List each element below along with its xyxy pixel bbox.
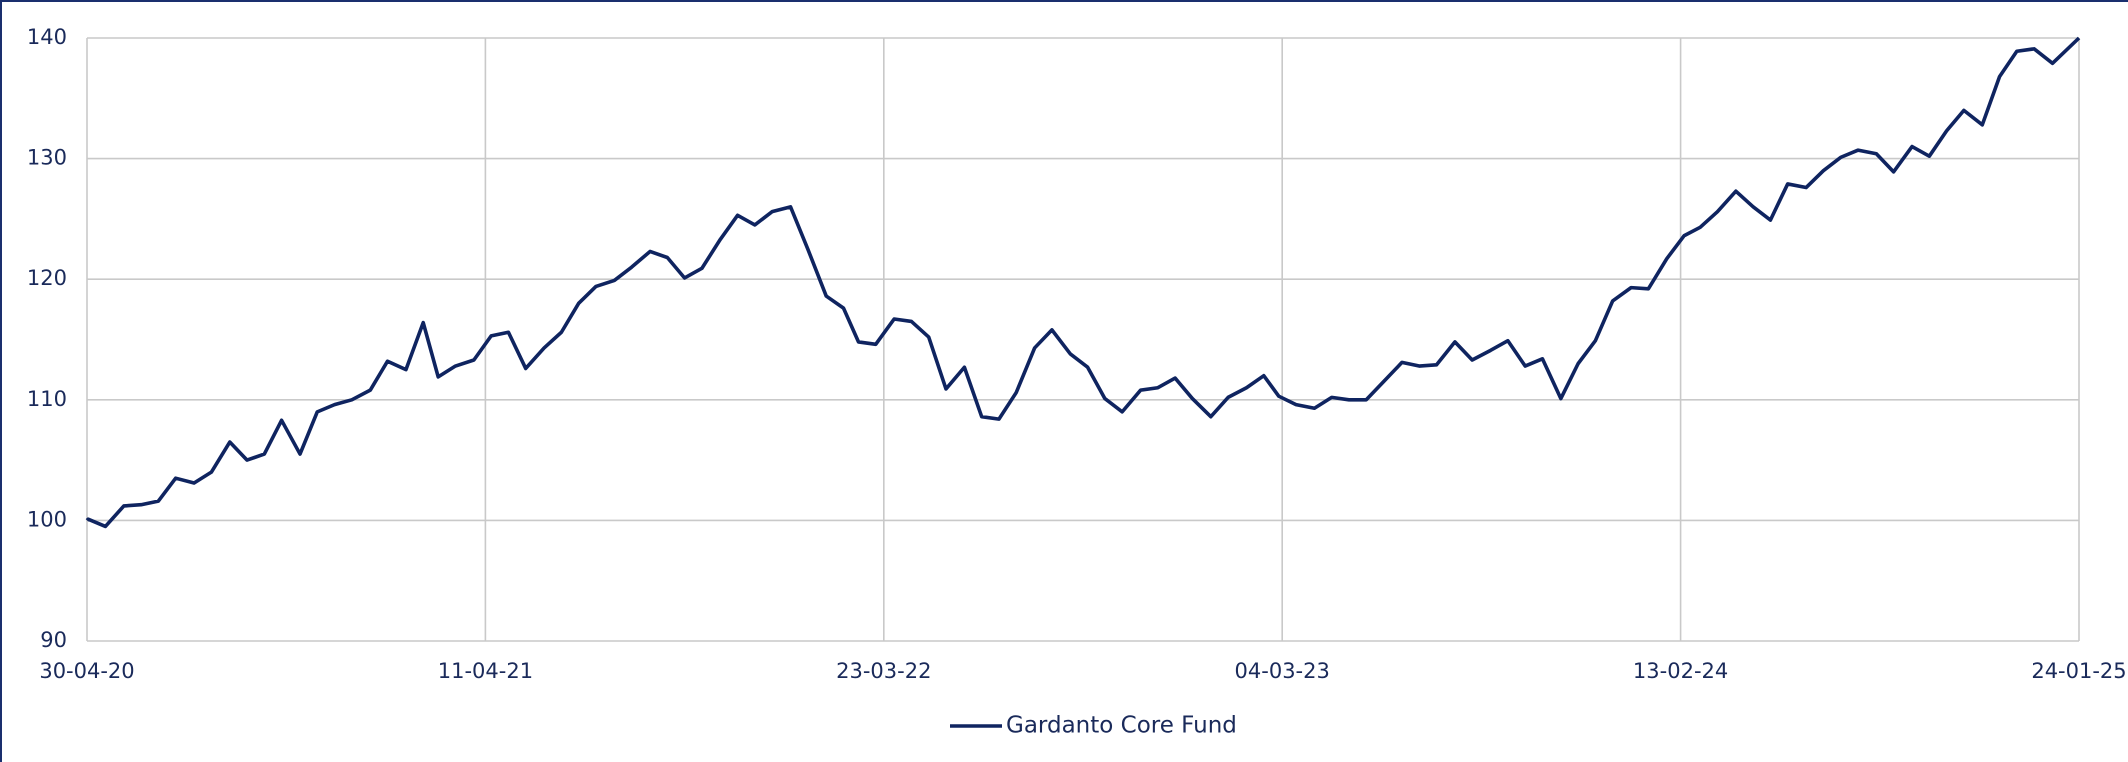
y-tick-label: 90 xyxy=(40,628,67,652)
x-tick-label: 04-03-23 xyxy=(1235,659,1330,683)
x-tick-label: 23-03-22 xyxy=(836,659,931,683)
x-tick-label: 11-04-21 xyxy=(438,659,533,683)
y-tick-label: 140 xyxy=(27,25,67,49)
y-tick-label: 100 xyxy=(27,507,67,531)
y-tick-label: 130 xyxy=(27,146,67,170)
x-tick-label: 24-01-25 xyxy=(2031,659,2126,683)
y-tick-label: 110 xyxy=(27,387,67,411)
legend-label: Gardanto Core Fund xyxy=(1006,713,1237,739)
x-tick-label: 13-02-24 xyxy=(1633,659,1728,683)
series-line xyxy=(85,36,2081,529)
y-tick-label: 120 xyxy=(27,266,67,290)
x-tick-label: 30-04-20 xyxy=(39,659,134,683)
